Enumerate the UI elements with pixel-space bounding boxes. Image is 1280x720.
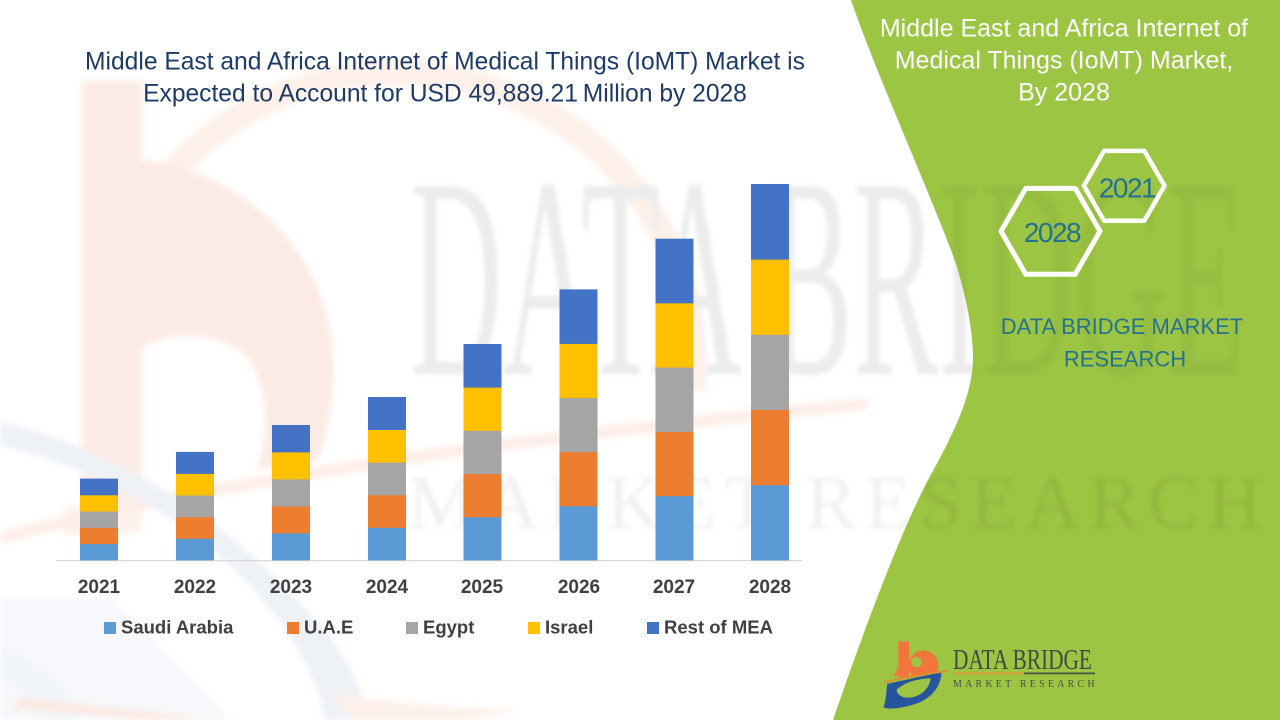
svg-text:By 2028: By 2028 (1018, 79, 1110, 107)
svg-text:RESEARCH: RESEARCH (1064, 347, 1186, 372)
svg-text:2025: 2025 (461, 577, 504, 598)
svg-text:2028: 2028 (1024, 217, 1081, 248)
svg-text:Saudi Arabia: Saudi Arabia (121, 617, 234, 638)
svg-text:2021: 2021 (78, 577, 121, 598)
svg-text:2024: 2024 (366, 577, 409, 598)
svg-text:2021: 2021 (1099, 173, 1156, 204)
svg-text:2026: 2026 (558, 577, 600, 598)
svg-text:2023: 2023 (270, 577, 312, 598)
svg-text:Expected to Account for USD 49: Expected to Account for USD 49,889.21 Mi… (143, 81, 747, 108)
svg-text:Israel: Israel (545, 617, 593, 638)
svg-text:MARKET RESEARCH: MARKET RESEARCH (953, 679, 1098, 690)
svg-text:DATA BRIDGE: DATA BRIDGE (953, 645, 1092, 676)
svg-text:Rest of MEA: Rest of MEA (664, 617, 773, 638)
svg-text:Middle East and Africa Interne: Middle East and Africa Internet of Medic… (85, 49, 805, 76)
svg-text:U.A.E: U.A.E (304, 617, 353, 638)
svg-text:2028: 2028 (749, 577, 791, 598)
svg-text:DATA BRIDGE MARKET: DATA BRIDGE MARKET (1001, 314, 1243, 339)
svg-text:2022: 2022 (174, 577, 216, 598)
svg-text:Middle East and Africa Interne: Middle East and Africa Internet of (880, 15, 1248, 43)
svg-text:Egypt: Egypt (423, 617, 474, 638)
svg-text:2027: 2027 (653, 577, 695, 598)
svg-text:Medical Things (IoMT) Market,: Medical Things (IoMT) Market, (895, 47, 1234, 75)
